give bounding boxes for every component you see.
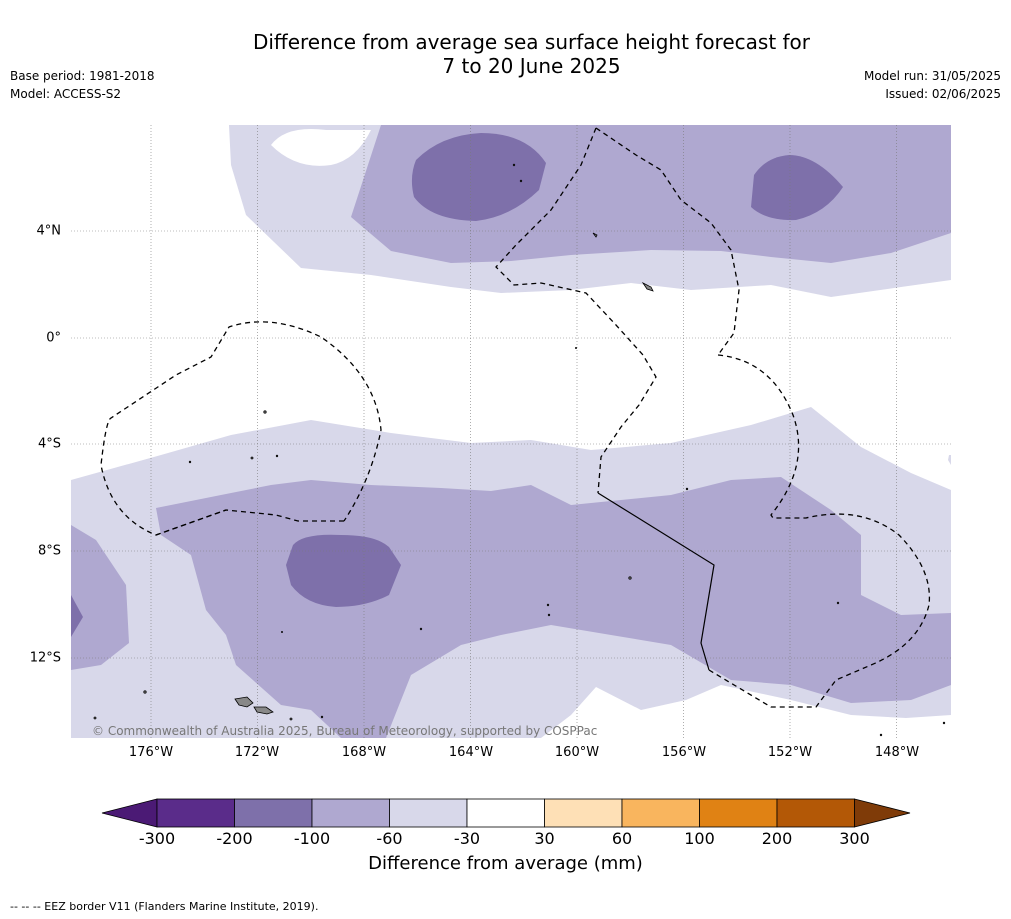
map-title: Difference from average sea surface heig… [0,30,1011,78]
colorbar-segment [699,798,778,828]
islands [93,163,946,737]
model-name: Model: ACCESS-S2 [10,87,122,101]
base-period: Base period: 1981-2018 [10,69,155,83]
lon-label-156w: 156°W [661,745,707,760]
colorbar-tick-label: 100 [684,829,715,848]
issued-date: Issued: 02/06/2025 [885,87,1001,101]
colorbar-tick-label: 300 [839,829,870,848]
colorbar-tick-label: -30 [453,829,481,848]
lat-label-12s: 12°S [29,650,61,666]
colorbar-segment [389,798,468,828]
map-plot [71,125,951,738]
lon-label-176w: 176°W [128,745,174,760]
colorbar-segment [311,798,390,828]
lon-label-164w: 164°W [448,745,494,760]
colorbar-segment [621,798,700,828]
title-line-1: Difference from average sea surface heig… [252,30,811,54]
colorbar-label: Difference from average (mm) [368,853,643,874]
meta-right: Model run: 31/05/2025 Issued: 02/06/2025 [864,67,1001,103]
colorbar-tick-label: 30 [534,829,555,848]
lon-label-172w: 172°W [234,745,280,760]
colorbar-segment [156,798,235,828]
lat-label-4s: 4°S [37,436,61,452]
lat-label-0: 0° [46,330,61,346]
eez-solid-border [597,492,715,671]
lon-label-168w: 168°W [341,745,387,760]
colorbar-tick-label: -200 [216,829,253,848]
colorbar-segment [466,798,545,828]
anomaly-band-dark [71,133,843,637]
colorbar-tick-label: -100 [293,829,331,848]
eez-borders [100,127,931,708]
colorbar-tick-label: 200 [761,829,793,848]
colorbar-segment [544,798,623,828]
colorbar-segment [234,798,313,828]
lon-label-148w: 148°W [874,745,920,760]
colorbar-tick-label: 60 [611,829,633,848]
colorbar [101,798,911,828]
lat-label-8s: 8°S [37,543,61,559]
title-line-2: 7 to 20 June 2025 [442,54,621,78]
model-run: Model run: 31/05/2025 [863,69,1001,83]
lat-label-4n: 4°N [36,223,62,239]
lon-label-152w: 152°W [767,745,813,760]
anomaly-band-white [271,129,951,738]
colorbar-extension-high [854,798,911,828]
lon-label-160w: 160°W [554,745,600,760]
colorbar-tick-label: -60 [376,829,403,848]
colorbar-segment [776,798,855,828]
copyright-notice: © Commonwealth of Australia 2025, Bureau… [92,724,598,738]
map-gridlines [71,125,951,738]
eez-footer-note: -- -- -- EEZ border V11 (Flanders Marine… [10,900,319,913]
meta-left: Base period: 1981-2018 Model: ACCESS-S2 [10,67,155,103]
colorbar-extension-low [101,798,158,828]
colorbar-tick-label: -300 [138,829,176,848]
